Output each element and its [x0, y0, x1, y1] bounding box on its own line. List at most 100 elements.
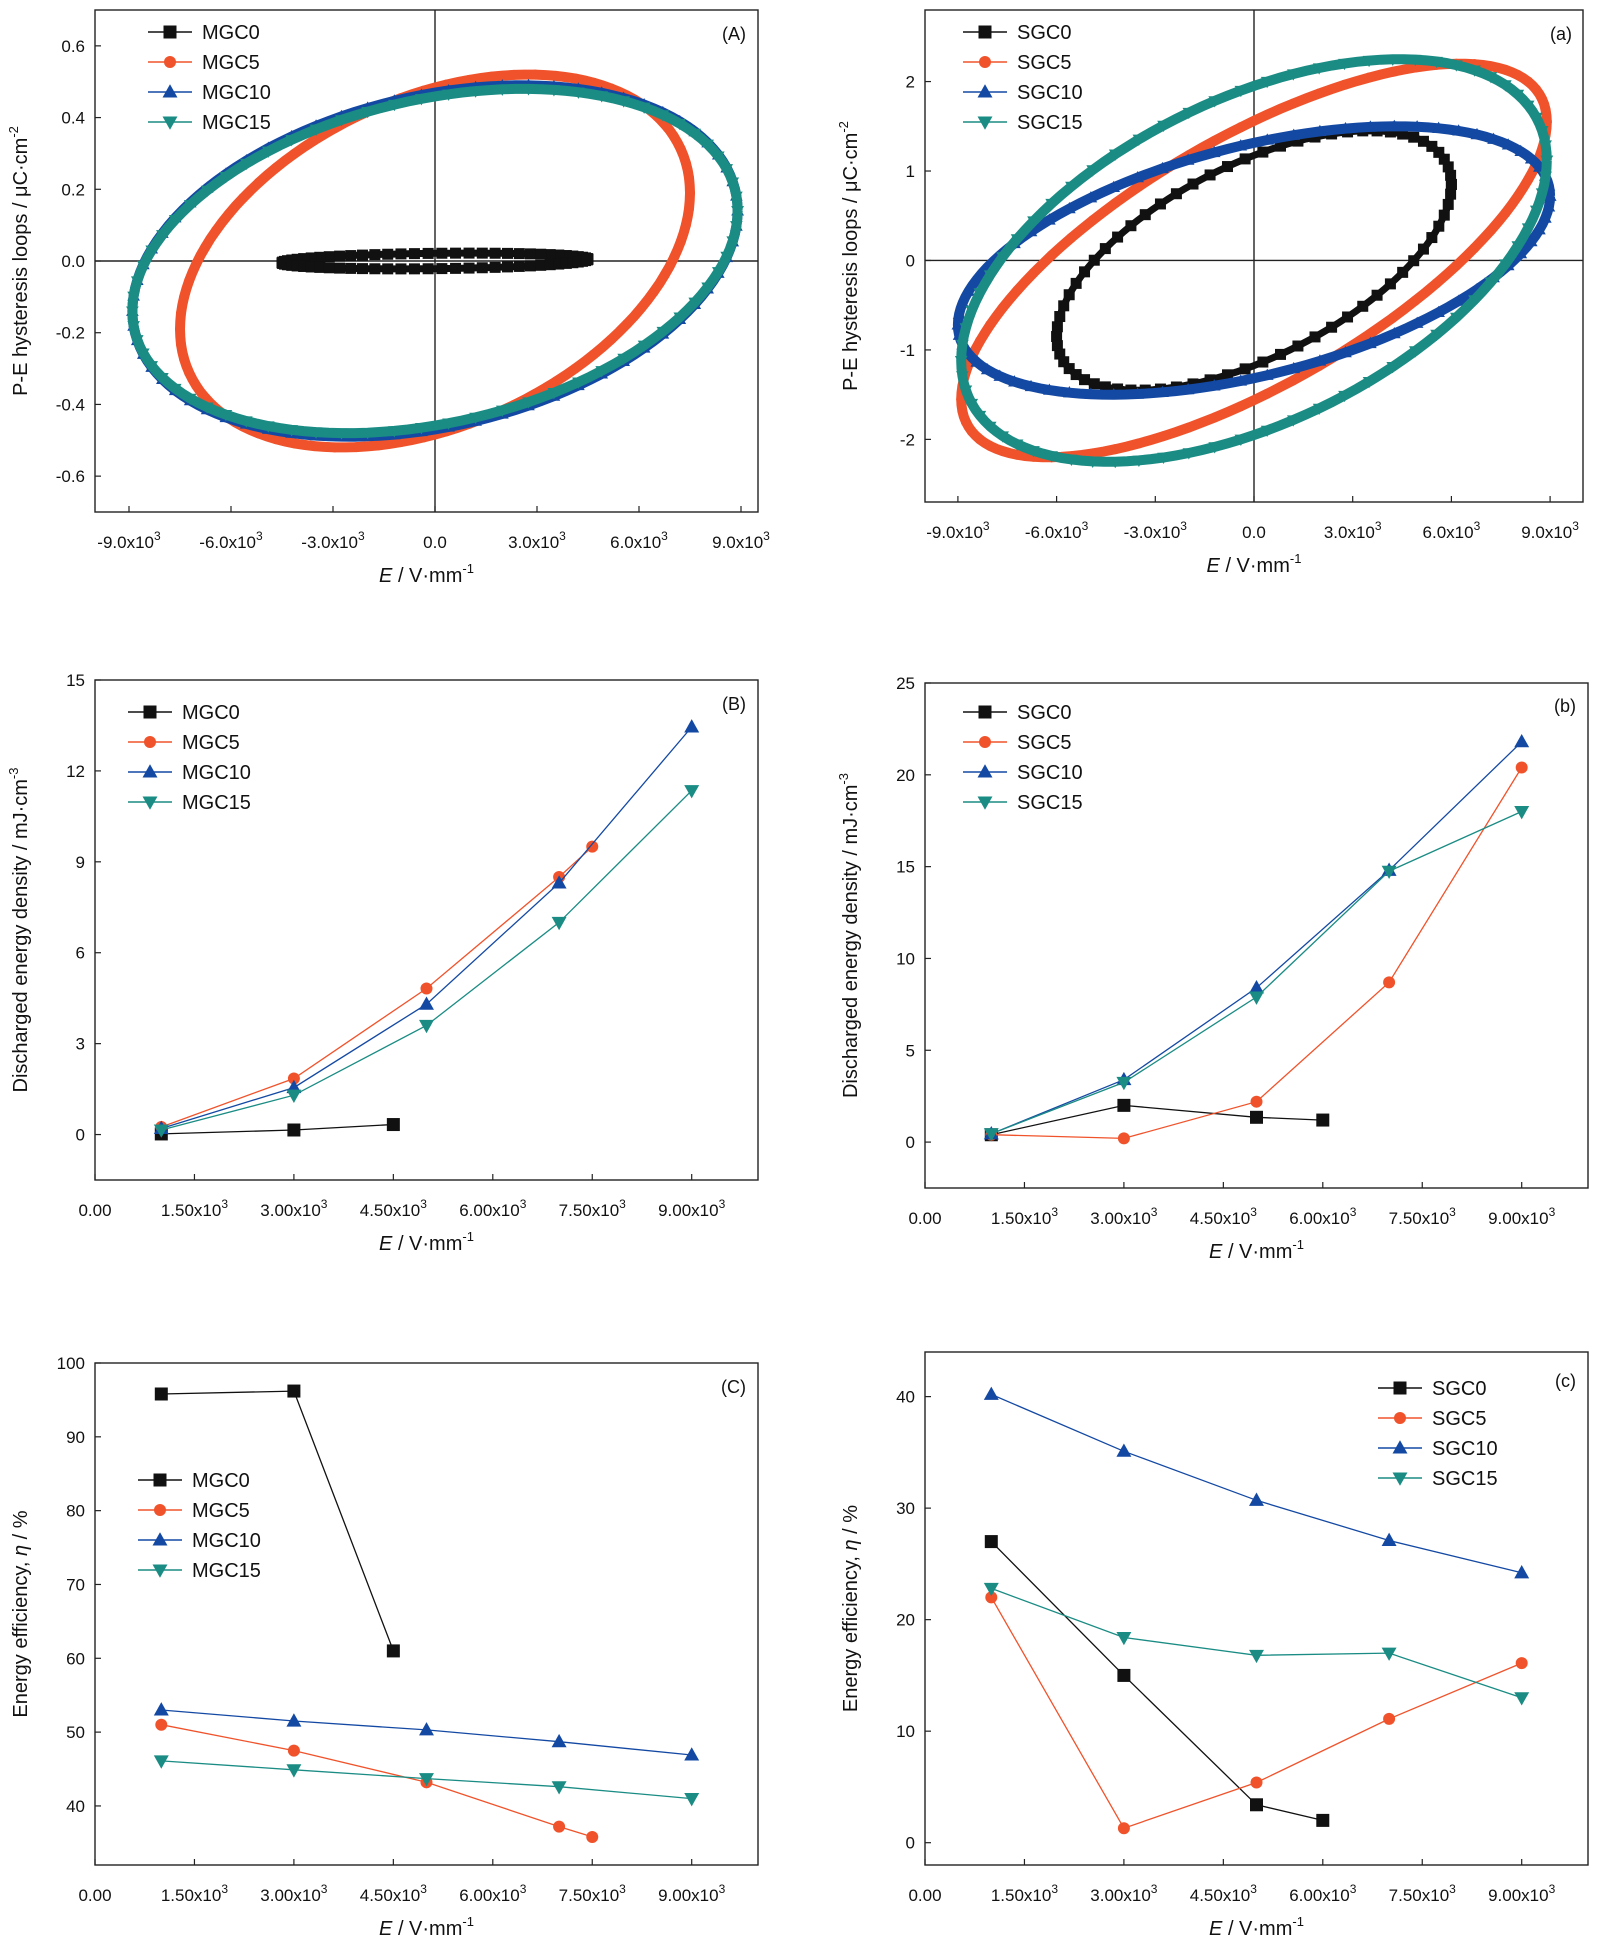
y-tick-label: -2 — [900, 430, 915, 449]
x-tick-label: 4.50x103 — [360, 1197, 428, 1220]
series-SGC15 — [983, 1582, 1530, 1706]
data-point — [680, 219, 691, 230]
y-tick-label: 20 — [896, 766, 915, 785]
data-point — [1410, 62, 1421, 73]
data-point — [730, 191, 743, 203]
data-point — [345, 262, 357, 274]
x-tick-label: 6.00x103 — [1289, 1205, 1357, 1228]
y-tick-label: 70 — [66, 1575, 85, 1594]
data-point — [622, 318, 633, 329]
data-point — [200, 242, 211, 253]
data-point — [1417, 135, 1429, 147]
data-point — [983, 270, 997, 282]
data-point — [1521, 223, 1535, 235]
x-tick-label: 1.50x103 — [991, 1205, 1059, 1228]
data-point — [476, 247, 488, 259]
data-point — [469, 86, 482, 98]
data-point — [286, 1764, 302, 1778]
data-point — [570, 363, 581, 374]
data-point — [1529, 112, 1543, 125]
chart-panel-4: 40 50 60 70 80 90 100 0.00 1.50x103 3.00x103 4.50x… — [10, 1354, 759, 1940]
data-point — [1234, 434, 1248, 446]
data-point — [1063, 289, 1075, 301]
legend-label: SGC5 — [1017, 52, 1071, 74]
data-point — [956, 296, 969, 308]
data-point — [1512, 69, 1523, 80]
legend-label: MGC15 — [182, 792, 251, 814]
data-point — [1537, 94, 1548, 105]
data-point — [1182, 448, 1196, 460]
data-point — [1312, 63, 1326, 75]
chart-panel-5: 0 10 20 30 40 0.00 1.50x103 3.00x103 4.50x103 6.0… — [840, 1351, 1589, 1940]
data-point — [1139, 209, 1151, 221]
data-point — [1500, 64, 1511, 75]
data-point — [637, 340, 651, 352]
x-axis-label: E / V·mm-1 — [1209, 1237, 1304, 1263]
data-point — [572, 87, 585, 99]
data-point — [1154, 198, 1166, 210]
data-point — [1287, 361, 1301, 374]
x-tick-label: 9.00x103 — [1488, 1205, 1556, 1228]
data-point — [489, 261, 501, 273]
panel-label: (C) — [721, 1377, 746, 1397]
data-point — [1027, 446, 1040, 458]
data-point — [1338, 390, 1351, 403]
data-point — [966, 426, 977, 437]
data-point — [701, 139, 714, 151]
data-point — [285, 135, 298, 147]
data-point — [1110, 444, 1121, 455]
data-point — [1540, 155, 1554, 167]
x-tick-label: 6.00x103 — [459, 1882, 527, 1905]
data-point — [442, 89, 455, 101]
data-point — [1287, 128, 1301, 140]
data-point — [1470, 127, 1484, 140]
data-point — [960, 416, 971, 427]
data-point — [1316, 1113, 1330, 1127]
data-point — [1260, 368, 1274, 380]
y-tick-label: 40 — [66, 1797, 85, 1816]
data-point — [648, 286, 659, 297]
data-point — [1250, 1776, 1263, 1789]
data-point — [1117, 1822, 1130, 1835]
data-point — [1207, 379, 1221, 391]
series-SGC15 — [954, 54, 1554, 469]
data-point — [1051, 321, 1063, 333]
data-point — [486, 71, 497, 82]
data-point — [1028, 268, 1039, 279]
data-point — [1514, 1692, 1530, 1706]
series-MGC15 — [153, 1755, 700, 1807]
data-point — [996, 431, 1009, 443]
data-point — [1535, 126, 1549, 138]
x-tick-label: -3.0x103 — [1124, 519, 1188, 542]
data-point — [1512, 191, 1523, 202]
data-point — [1342, 311, 1354, 323]
y-tick-label: 6 — [76, 944, 85, 963]
data-point — [513, 260, 525, 272]
data-point — [680, 157, 691, 168]
data-point — [489, 247, 501, 259]
data-point — [1250, 1110, 1263, 1124]
data-point — [684, 1793, 700, 1807]
data-point — [956, 339, 969, 352]
data-point — [1249, 980, 1264, 994]
data-point — [335, 428, 348, 440]
data-point — [1484, 277, 1498, 289]
x-tick-label: 6.00x103 — [459, 1197, 527, 1220]
data-point — [962, 284, 975, 296]
data-point — [211, 225, 222, 236]
plot-frame — [94, 1362, 759, 1866]
series-line — [991, 767, 1523, 1140]
series-line — [990, 1596, 1522, 1829]
data-point — [1362, 376, 1376, 389]
data-point — [145, 245, 159, 257]
data-point — [1099, 243, 1111, 255]
y-tick-label: -0.2 — [56, 324, 85, 343]
y-tick-label: -0.6 — [56, 467, 85, 486]
data-point — [1249, 1649, 1264, 1664]
data-point — [127, 291, 140, 303]
x-tick-label: 7.50x103 — [559, 1882, 627, 1905]
data-point — [684, 719, 700, 733]
data-point — [984, 1535, 998, 1549]
data-point — [1397, 266, 1409, 278]
data-point — [1521, 100, 1535, 112]
